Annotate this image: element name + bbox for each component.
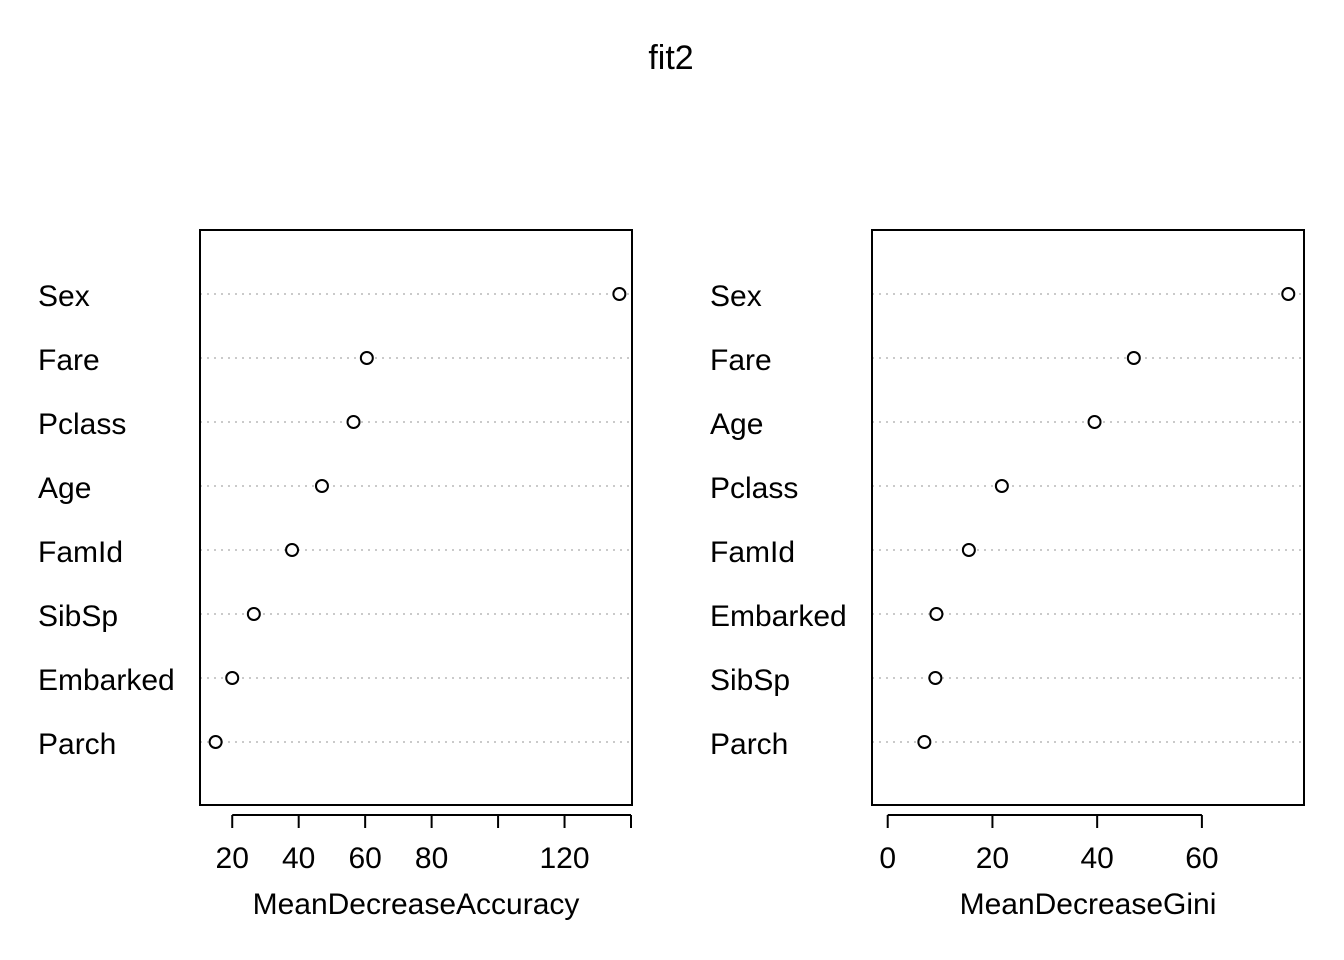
category-label: Pclass — [38, 408, 126, 441]
data-point — [1126, 351, 1141, 365]
plot-frame — [871, 229, 1305, 806]
data-point — [208, 735, 223, 749]
x-tick-label: 40 — [282, 842, 315, 875]
category-label: Fare — [710, 344, 772, 377]
category-label: Sex — [710, 280, 762, 313]
category-label: Age — [38, 472, 91, 505]
x-tick-label: 40 — [1080, 842, 1113, 875]
x-tick-label: 80 — [415, 842, 448, 875]
x-tick-label: 0 — [879, 842, 896, 875]
category-label: Pclass — [710, 472, 798, 505]
category-label: Fare — [38, 344, 100, 377]
data-point — [612, 287, 627, 301]
x-axis-label: MeanDecreaseGini — [960, 888, 1217, 921]
category-label: FamId — [38, 536, 123, 569]
data-point — [994, 479, 1009, 493]
x-tick-label: 20 — [976, 842, 1009, 875]
category-label: SibSp — [710, 664, 790, 697]
category-label: Parch — [38, 728, 116, 761]
data-point — [929, 607, 944, 621]
category-label: SibSp — [38, 600, 118, 633]
x-tick-label: 120 — [540, 842, 590, 875]
data-point — [314, 479, 329, 493]
data-point — [1087, 415, 1102, 429]
x-tick-label: 60 — [348, 842, 381, 875]
category-label: FamId — [710, 536, 795, 569]
figure-title: fit2 — [648, 39, 693, 77]
category-label: Embarked — [38, 664, 175, 697]
data-point — [961, 543, 976, 557]
data-point — [225, 671, 240, 685]
data-point — [917, 735, 932, 749]
panel-mean-decrease-gini: Sex Fare Age Pclass FamId Embarked SibSp Parch 0… — [710, 229, 1305, 921]
data-point — [1281, 287, 1296, 301]
plot-frame — [199, 229, 633, 806]
x-tick-label: 20 — [216, 842, 249, 875]
data-point — [359, 351, 374, 365]
category-label: Embarked — [710, 600, 847, 633]
data-point — [346, 415, 361, 429]
data-point — [928, 671, 943, 685]
data-point — [285, 543, 300, 557]
category-label: Sex — [38, 280, 90, 313]
x-axis-label: MeanDecreaseAccuracy — [253, 888, 580, 921]
panel-mean-decrease-accuracy: Sex Fare Pclass Age FamId SibSp Embarked Parch 2… — [38, 229, 633, 921]
category-label: Parch — [710, 728, 788, 761]
data-point — [246, 607, 261, 621]
x-tick-label: 60 — [1185, 842, 1218, 875]
category-label: Age — [710, 408, 763, 441]
